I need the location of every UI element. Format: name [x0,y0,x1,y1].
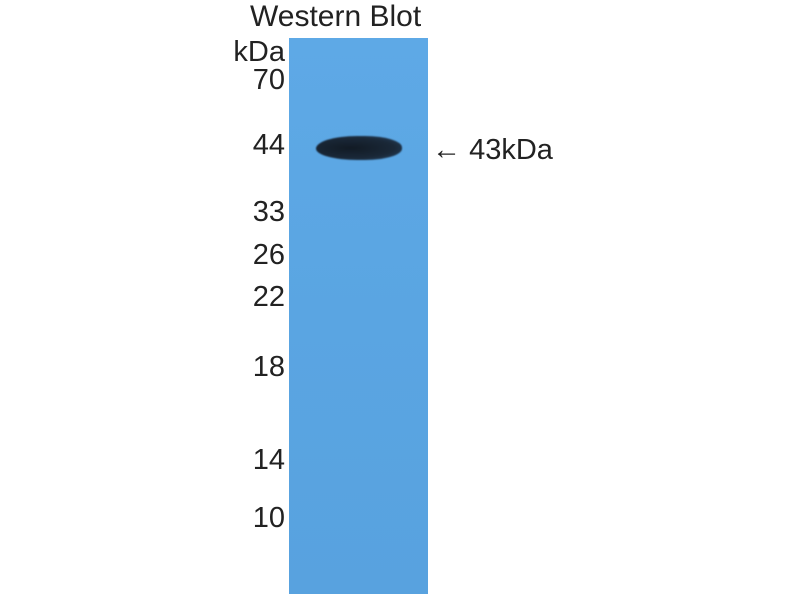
marker-label-44: 44 [252,129,285,161]
marker-label-18: 18 [252,351,285,383]
band-annotation: ← 43kDa [432,136,553,165]
marker-label-33: 33 [252,196,285,228]
marker-label-26: 26 [252,239,285,271]
protein-band [316,136,402,160]
band-size-label: 43kDa [469,134,553,166]
marker-label-70: 70 [252,64,285,96]
figure-title: Western Blot [250,0,422,33]
arrow-left-icon: ← [432,134,461,166]
marker-label-22: 22 [252,281,285,313]
unit-label: kDa [233,36,285,68]
marker-label-10: 10 [252,502,285,534]
blot-membrane-lane [289,38,428,594]
marker-label-14: 14 [252,444,285,476]
